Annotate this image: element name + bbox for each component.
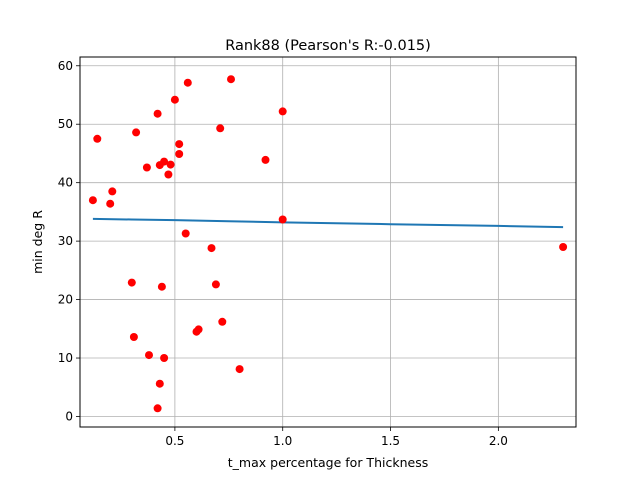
y-tick-label: 30 (58, 234, 73, 248)
data-point (153, 404, 162, 413)
data-point (93, 134, 102, 143)
data-point (145, 351, 153, 360)
data-point (160, 157, 169, 166)
data-point (160, 354, 169, 362)
points-layer (88, 75, 568, 413)
data-point (106, 199, 115, 208)
y-axis-label: min deg R (30, 210, 45, 274)
y-tick-label: 10 (58, 351, 73, 365)
x-tick-label: 1.0 (273, 434, 292, 448)
data-point (127, 278, 136, 287)
data-point (235, 365, 244, 374)
fit-line (92, 217, 564, 229)
data-point (211, 280, 220, 289)
data-point (181, 229, 190, 238)
fit-line-layer (92, 217, 564, 229)
data-point (559, 243, 568, 251)
y-tick-label: 40 (58, 176, 73, 190)
data-point (278, 215, 287, 224)
data-point (175, 150, 184, 158)
x-tick-label: 0.5 (165, 434, 184, 448)
data-point (175, 140, 184, 149)
data-point (153, 109, 162, 118)
data-point (227, 75, 235, 84)
data-point (218, 317, 227, 326)
chart-title: Rank88 (Pearson's R:-0.015) (225, 38, 431, 54)
data-point (142, 163, 151, 172)
data-point (183, 78, 192, 87)
plot-frame (79, 56, 577, 428)
data-point (157, 282, 166, 291)
data-point (132, 128, 141, 137)
y-tick-label: 0 (65, 409, 73, 423)
data-point (155, 379, 164, 388)
x-tick-label: 2.0 (489, 434, 508, 448)
data-point (170, 95, 179, 104)
y-tick-label: 50 (58, 117, 73, 131)
ticks: 0.5 1.0 1.5 2.0 0 10 20 30 40 50 60 (58, 59, 508, 448)
data-point (278, 107, 287, 116)
data-point (194, 325, 203, 334)
y-tick-label: 20 (58, 293, 73, 307)
y-tick-label: 60 (58, 59, 73, 73)
data-point (129, 333, 138, 341)
data-point (108, 187, 117, 196)
data-point (216, 124, 225, 133)
data-point (164, 170, 173, 179)
x-axis-label: t_max percentage for Thickness (228, 455, 428, 470)
data-point (88, 196, 97, 205)
data-point (207, 244, 216, 253)
data-point (166, 160, 175, 169)
x-tick-label: 1.5 (381, 434, 400, 448)
data-point (261, 155, 270, 164)
